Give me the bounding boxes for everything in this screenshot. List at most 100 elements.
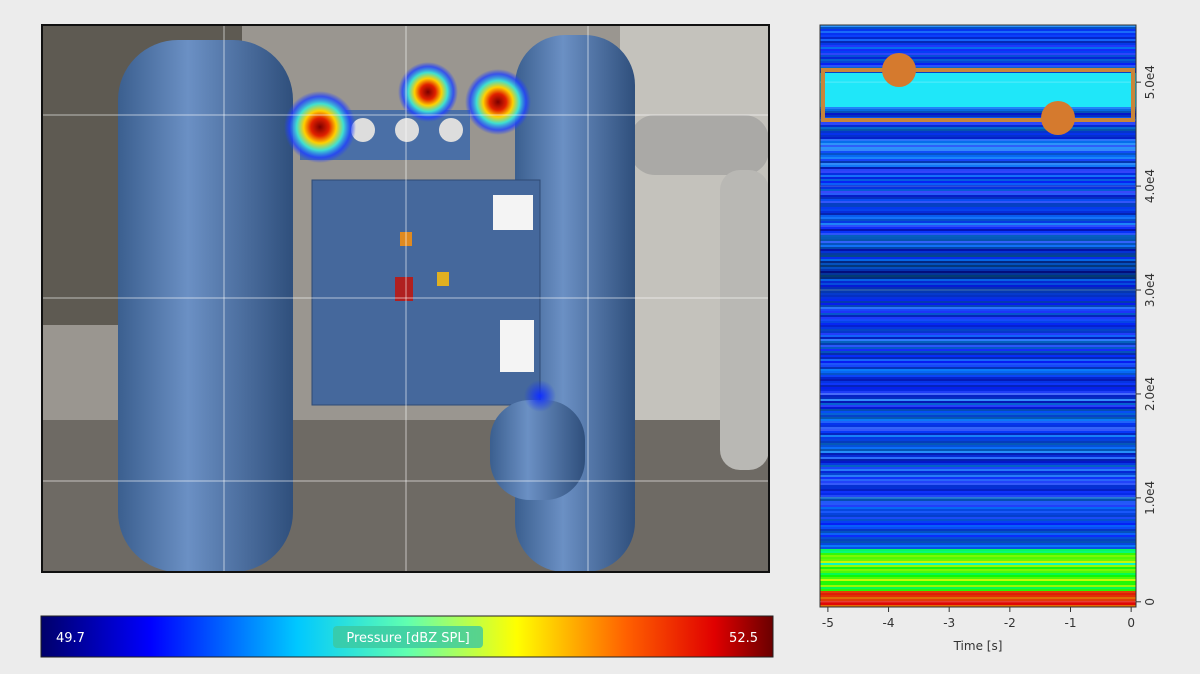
spectrogram-row xyxy=(820,205,1136,207)
colorbar-min: 49.7 xyxy=(56,631,85,646)
spectrogram-row xyxy=(820,565,1136,567)
x-tick-label: -4 xyxy=(883,616,895,630)
spectrogram-row xyxy=(820,147,1136,149)
spectrogram-row xyxy=(820,177,1136,179)
spectrogram-row xyxy=(820,161,1136,163)
spectrogram-row xyxy=(820,489,1136,491)
x-tick-label: -3 xyxy=(943,616,955,630)
spectrogram-row xyxy=(820,515,1136,517)
spectrogram-row xyxy=(820,217,1136,219)
spectrogram-row xyxy=(820,311,1136,313)
spectrogram-row xyxy=(820,103,1136,105)
spectrogram-row xyxy=(820,541,1136,543)
spectrogram-row xyxy=(820,483,1136,485)
spectrogram-row xyxy=(820,401,1136,403)
spectrogram-row xyxy=(820,411,1136,413)
spectrogram-row xyxy=(820,451,1136,453)
spectrogram-row xyxy=(820,207,1136,209)
spectrogram-row xyxy=(820,133,1136,135)
spectrogram-row xyxy=(820,187,1136,189)
spectrogram-row xyxy=(820,555,1136,557)
spectrogram-row xyxy=(820,33,1136,35)
spectrogram-row xyxy=(820,183,1136,185)
switch xyxy=(395,277,413,301)
spectrogram-row xyxy=(820,409,1136,411)
spectrogram-row xyxy=(820,99,1136,101)
spectrogram: -5 -4 -3 -2 -1 0 0 1.0e4 2.0e4 3.0e4 4.0e4 5.0e4 xyxy=(819,24,1157,630)
spectrogram-row xyxy=(820,175,1136,177)
spectrogram-row xyxy=(820,403,1136,405)
tank xyxy=(118,40,293,572)
switch xyxy=(437,272,449,286)
y-tick-label: 1.0e4 xyxy=(1143,481,1157,515)
spectrogram-row xyxy=(820,393,1136,395)
spectrogram-row xyxy=(820,505,1136,507)
spectrogram-row xyxy=(820,587,1136,589)
y-tick-label: 2.0e4 xyxy=(1143,377,1157,411)
spectrogram-row xyxy=(820,473,1136,475)
spectrogram-row xyxy=(820,93,1136,95)
spectrogram-row xyxy=(820,83,1136,85)
spectrogram-row xyxy=(820,441,1136,443)
spectrogram-row xyxy=(820,345,1136,347)
spectrogram-row xyxy=(820,367,1136,369)
spectrogram-row xyxy=(820,301,1136,303)
colorbar-title: Pressure [dBZ SPL] xyxy=(346,631,469,646)
spectrogram-row xyxy=(820,105,1136,107)
spectrogram-row xyxy=(820,85,1136,87)
spectrogram-row xyxy=(820,157,1136,159)
spectrogram-row xyxy=(820,39,1136,41)
spectrogram-row xyxy=(820,337,1136,339)
spectrogram-row xyxy=(820,581,1136,583)
spectrogram-row xyxy=(820,383,1136,385)
spectrogram-row xyxy=(820,415,1136,417)
spectrogram-row xyxy=(820,381,1136,383)
spectrogram-row xyxy=(820,229,1136,231)
spectrogram-row xyxy=(820,219,1136,221)
spectrogram-row xyxy=(820,125,1136,127)
spectrogram-row xyxy=(820,323,1136,325)
spectrogram-row xyxy=(820,379,1136,381)
spectrogram-row xyxy=(820,321,1136,323)
spectrogram-row xyxy=(820,359,1136,361)
spectrogram-row xyxy=(820,275,1136,277)
spectrogram-row xyxy=(820,51,1136,53)
spectrogram-row xyxy=(820,513,1136,515)
spectrogram-row xyxy=(820,527,1136,529)
spectrogram-row xyxy=(820,493,1136,495)
spectrogram-row xyxy=(820,137,1136,139)
spectrogram-row xyxy=(820,153,1136,155)
spectrogram-row xyxy=(820,185,1136,187)
spectrogram-row xyxy=(820,533,1136,535)
y-tick-label: 4.0e4 xyxy=(1143,169,1157,203)
spectrogram-row xyxy=(820,291,1136,293)
spectrogram-row xyxy=(820,151,1136,153)
spectrogram-row xyxy=(820,377,1136,379)
spectrogram-row xyxy=(820,257,1136,259)
spectrogram-row xyxy=(820,495,1136,497)
spectrogram-row xyxy=(820,97,1136,99)
spectrogram-row xyxy=(820,535,1136,537)
spectrogram-row xyxy=(820,391,1136,393)
spectrogram-row xyxy=(820,349,1136,351)
heat-spot xyxy=(398,62,458,122)
colorbar: 49.7 Pressure [dBZ SPL] 52.5 xyxy=(40,615,774,658)
spectrogram-row xyxy=(820,497,1136,499)
label-sticker xyxy=(493,195,533,230)
spectrogram-row xyxy=(820,249,1136,251)
fan xyxy=(720,170,769,470)
colorbar-title-bg xyxy=(333,626,483,648)
spectrogram-row xyxy=(820,303,1136,305)
spectrogram-row xyxy=(820,255,1136,257)
spectrogram-row xyxy=(820,487,1136,489)
spectrogram-row xyxy=(820,339,1136,341)
spectrogram-row xyxy=(820,279,1136,281)
spectrogram-row xyxy=(820,405,1136,407)
spectrogram-row xyxy=(820,143,1136,145)
spectrogram-row xyxy=(820,313,1136,315)
spectrogram-row xyxy=(820,569,1136,571)
spectrogram-row xyxy=(820,241,1136,243)
spectrogram-row xyxy=(820,373,1136,375)
x-tick-label: -5 xyxy=(822,616,834,630)
spectrogram-row xyxy=(820,431,1136,433)
